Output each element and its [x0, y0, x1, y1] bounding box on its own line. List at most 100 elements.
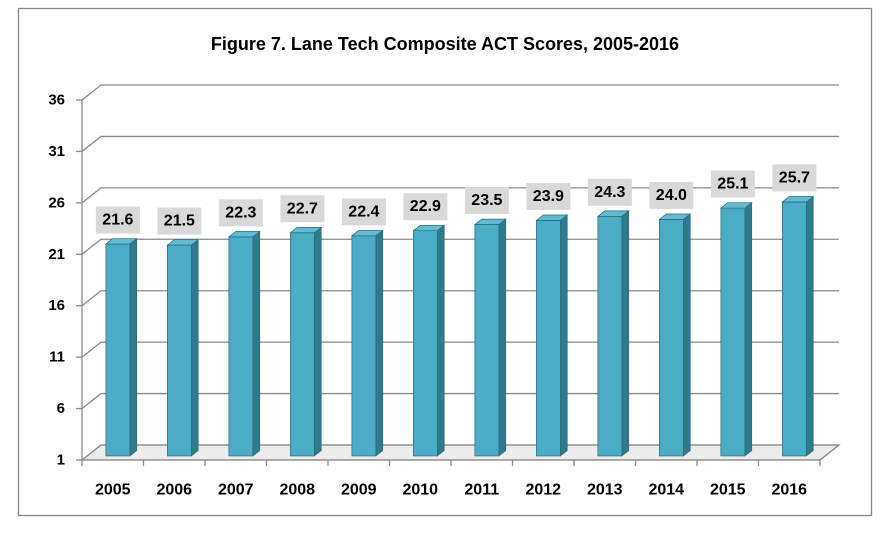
bar-side-face	[744, 201, 753, 457]
bar-top-face	[596, 210, 630, 217]
bar-top-face	[350, 230, 384, 237]
bar-front-face	[659, 219, 684, 457]
bar-side-face	[683, 213, 691, 457]
data-label-text: 25.7	[779, 169, 810, 186]
y-tick-label-6: 6	[57, 400, 65, 417]
data-label-layer: 21.6 21.5 22.3 22.7 22.4 22.9 23.5 23.9 24.3 24.0…	[95, 164, 817, 235]
data-label-text: 25.1	[717, 176, 748, 193]
bar-front-face	[228, 236, 254, 457]
gridline-21	[81, 238, 839, 255]
gridline-31	[81, 135, 839, 152]
bar-side-face	[375, 229, 384, 457]
bar-front-face	[597, 215, 623, 457]
data-label-box	[464, 187, 509, 215]
bar-top-face	[104, 238, 138, 245]
bar-side-face	[191, 238, 199, 457]
data-label-2007: 22.3	[218, 199, 263, 227]
bar-front-face	[351, 235, 377, 457]
data-label-text: 22.7	[287, 200, 318, 217]
data-label-2012: 23.9	[526, 182, 571, 210]
bar-top-face	[781, 196, 815, 203]
bar-2005	[104, 237, 138, 457]
bar-layer	[104, 195, 815, 457]
bar-front-face	[105, 243, 131, 457]
bar-top-face	[473, 218, 507, 225]
bar-2006	[166, 238, 200, 457]
data-label-2013: 24.3	[587, 178, 632, 206]
data-label-box	[587, 178, 632, 206]
data-label-2015: 25.1	[710, 170, 755, 198]
bar-top-face	[535, 214, 569, 221]
data-label-text: 22.3	[225, 204, 256, 221]
data-label-box	[403, 193, 448, 221]
bar-top-face	[289, 227, 323, 234]
bar-side-face	[252, 230, 261, 457]
data-label-box	[772, 164, 817, 192]
data-label-text: 22.4	[348, 203, 379, 220]
bar-side-face	[437, 224, 445, 457]
bar-front-face	[290, 232, 315, 457]
x-tick-label-2010: 2010	[402, 482, 438, 499]
data-label-box	[280, 195, 325, 223]
data-label-text: 24.0	[656, 187, 687, 204]
data-label-text: 21.5	[164, 213, 195, 230]
bar-2007	[227, 230, 261, 457]
data-label-2009: 22.4	[341, 198, 386, 226]
bar-2015	[719, 201, 753, 457]
bar-2008	[289, 226, 323, 457]
data-label-2008: 22.7	[280, 195, 325, 223]
data-label-box	[710, 170, 755, 198]
bar-2013	[596, 210, 630, 457]
bar-side-face	[621, 210, 630, 457]
x-tick-label-2013: 2013	[587, 482, 623, 499]
data-label-text: 21.6	[102, 212, 133, 229]
data-label-box	[95, 206, 140, 234]
y-tick-label-31: 31	[48, 143, 65, 160]
x-tick-label-2007: 2007	[218, 482, 254, 499]
bar-top-face	[227, 231, 261, 238]
bar-side-face	[498, 218, 507, 457]
bar-2014	[658, 213, 692, 457]
data-label-box	[341, 198, 386, 226]
bar-front-face	[167, 244, 192, 457]
bar-front-face	[413, 230, 438, 457]
gridline-11	[81, 341, 839, 358]
y-tick-label-1: 1	[57, 452, 65, 469]
data-label-2010: 22.9	[403, 193, 448, 221]
gridline-1	[81, 444, 839, 461]
data-label-2005: 21.6	[95, 206, 140, 234]
bar-front-face	[536, 220, 561, 457]
y-tick-label-26: 26	[48, 194, 65, 211]
x-tick-label-2005: 2005	[95, 482, 131, 499]
x-tick-label-2015: 2015	[710, 482, 746, 499]
floor-right-edge	[819, 444, 840, 461]
y-tick-label-21: 21	[48, 246, 65, 263]
y-tick-label-16: 16	[48, 297, 65, 314]
gridline-36	[81, 84, 839, 101]
x-tick-label-2008: 2008	[279, 482, 315, 499]
bar-2010	[412, 224, 446, 457]
bar-2012	[535, 214, 569, 457]
bar-top-face	[658, 213, 692, 220]
bar-2016	[781, 195, 815, 457]
data-label-box	[649, 181, 694, 209]
data-label-text: 23.9	[533, 188, 564, 205]
data-label-2006: 21.5	[157, 207, 202, 235]
data-label-box	[526, 182, 571, 210]
data-label-2016: 25.7	[772, 164, 817, 192]
x-tick-label-2016: 2016	[771, 482, 807, 499]
data-label-box	[157, 207, 202, 235]
bar-front-face	[474, 224, 500, 457]
x-tick-label-2014: 2014	[648, 482, 684, 499]
gridline-16	[81, 290, 839, 307]
x-tick-label-2012: 2012	[525, 482, 561, 499]
gridline-6	[81, 392, 839, 410]
data-label-box	[218, 199, 263, 227]
bar-front-face	[782, 201, 807, 457]
y-tick-label-36: 36	[48, 92, 65, 109]
data-label-text: 24.3	[594, 184, 625, 201]
x-tick-label-2009: 2009	[341, 482, 377, 499]
data-label-text: 23.5	[471, 192, 502, 209]
bar-2011	[473, 218, 507, 457]
